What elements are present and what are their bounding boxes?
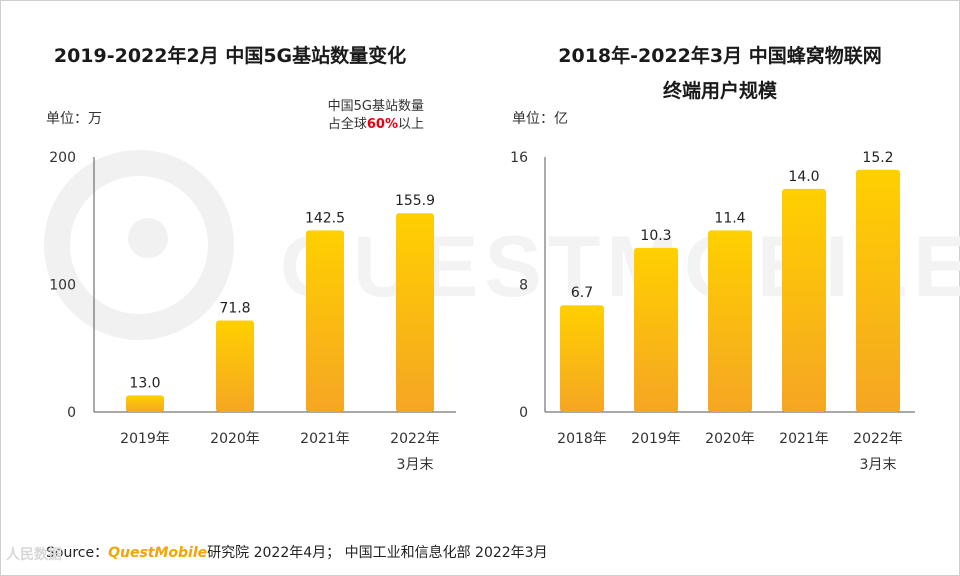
- bar: [856, 169, 900, 412]
- bar: [216, 320, 254, 412]
- bar: [126, 395, 164, 412]
- bar-value-label: 13.0: [129, 375, 160, 391]
- bar-value-label: 11.4: [714, 210, 745, 226]
- y-tick-label: 0: [519, 405, 528, 421]
- chart2-cellular-iot-users: 0 8 16 6.7 2018年 10.3 2019年 11.4 2020年 14.0 2021年 1…: [510, 150, 915, 473]
- x-category-label: 2020年: [705, 431, 755, 447]
- y-tick-label: 100: [49, 278, 76, 294]
- y-tick-label: 16: [510, 150, 528, 166]
- chart2-title: 2018年-2022年3月 中国蜂窝物联网: [558, 45, 882, 67]
- watermark-text: QUESTMOBILE: [280, 219, 960, 315]
- chart1-5g-base-stations: 0 100 200 13.0 2019年 71.8 2020年 142.5 2021年 155.9…: [49, 150, 456, 473]
- stamp-watermark: 人民数据: [6, 547, 62, 563]
- y-tick-label: 8: [519, 278, 528, 294]
- source-brand: QuestMobile: [108, 545, 208, 561]
- annotation-highlight: 60%: [366, 117, 398, 132]
- x-category-label: 2021年: [779, 431, 829, 447]
- chart2-title-line2: 终端用户规模: [662, 80, 777, 102]
- bar-value-label: 155.9: [395, 193, 435, 209]
- annotation-line2: 占全球60%以上: [224, 116, 424, 134]
- chart1-annotation: 中国5G基站数量 占全球60%以上: [224, 98, 424, 134]
- x-category-label: 2019年: [120, 431, 170, 447]
- annotation-prefix: 占全球: [327, 117, 367, 132]
- bar-value-label: 71.8: [219, 300, 250, 316]
- bar-value-label: 15.2: [862, 150, 893, 166]
- bar: [560, 305, 604, 412]
- chart1-title: 2019-2022年2月 中国5G基站数量变化: [53, 45, 407, 67]
- bar-value-label: 142.5: [305, 210, 345, 226]
- x-category-label: 2021年: [300, 431, 350, 447]
- bar: [708, 230, 752, 412]
- annotation-line1: 中国5G基站数量: [327, 99, 424, 114]
- y-tick-label: 200: [49, 150, 76, 166]
- bar: [396, 213, 434, 412]
- x-category-sublabel: 3月末: [397, 457, 434, 473]
- annotation-suffix: 以上: [397, 117, 424, 132]
- chart2-unit-label: 单位：亿: [512, 111, 568, 127]
- source-prefix: Source：: [46, 545, 109, 561]
- x-category-sublabel: 3月末: [860, 457, 897, 473]
- bar-value-label: 6.7: [571, 285, 593, 301]
- bar: [782, 188, 826, 412]
- bar-value-label: 14.0: [788, 169, 819, 185]
- bar: [634, 247, 678, 412]
- x-category-label: 2018年: [557, 431, 607, 447]
- source-rest: 研究院 2022年4月； 中国工业和信息化部 2022年3月: [207, 545, 548, 561]
- watermark-dot-icon: [128, 218, 168, 258]
- bar-value-label: 10.3: [640, 228, 671, 244]
- chart1-unit-label: 单位：万: [46, 111, 102, 127]
- y-tick-label: 0: [67, 405, 76, 421]
- bar: [306, 230, 344, 412]
- x-category-label: 2019年: [631, 431, 681, 447]
- x-category-label: 2022年: [390, 431, 440, 447]
- x-category-label: 2020年: [210, 431, 260, 447]
- x-category-label: 2022年: [853, 431, 903, 447]
- source-line: Source：QuestMobile研究院 2022年4月； 中国工业和信息化部…: [46, 542, 548, 562]
